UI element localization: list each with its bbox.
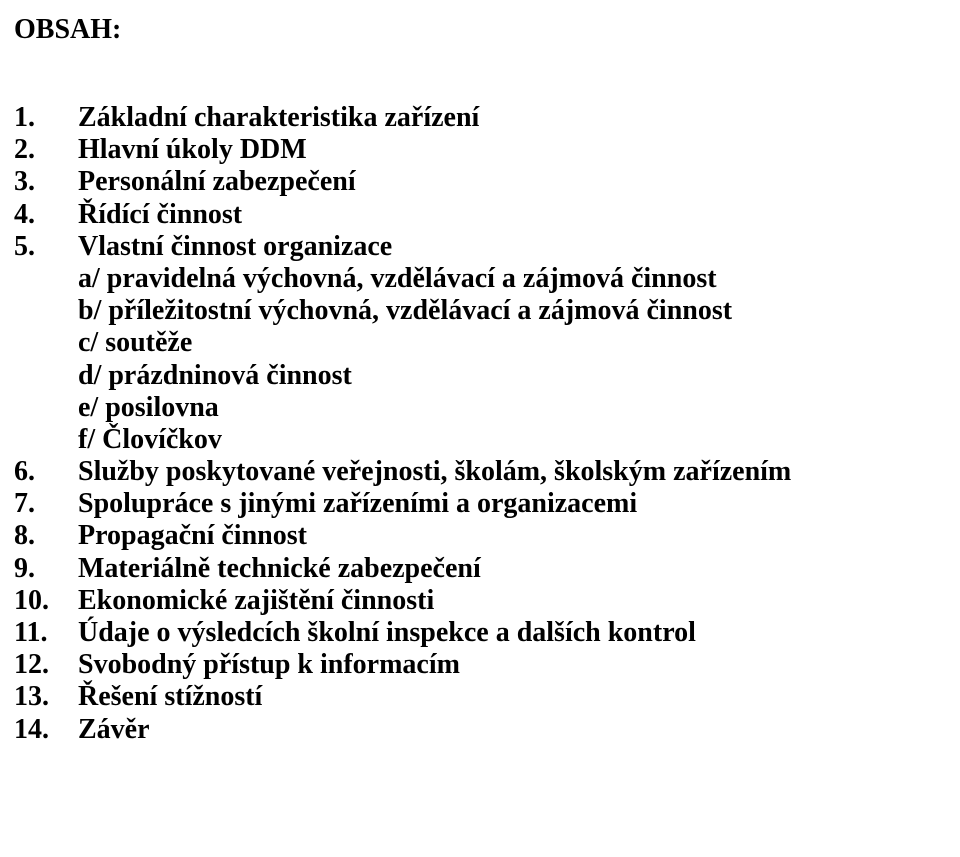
item-number: 4. [14,199,78,231]
item-number: 8. [14,520,78,552]
item-number: 5. [14,231,78,263]
item-number: 2. [14,134,78,166]
item-text: Řešení stížností [78,681,946,713]
item-number: 1. [14,102,78,134]
list-item: 10. Ekonomické zajištění činnosti [14,585,946,617]
page-title: OBSAH: [14,14,946,46]
item-text: Závěr [78,714,946,746]
sublist-item: e/ posilovna [78,392,946,424]
list-item: 13. Řešení stížností [14,681,946,713]
list-item: 9. Materiálně technické zabezpečení [14,553,946,585]
item-text: Služby poskytované veřejnosti, školám, š… [78,456,946,488]
item-text: Hlavní úkoly DDM [78,134,946,166]
document-page: OBSAH: 1. Základní charakteristika zaříz… [0,0,960,760]
contents-list: 1. Základní charakteristika zařízení 2. … [14,102,946,263]
item-number: 7. [14,488,78,520]
item-text: Ekonomické zajištění činnosti [78,585,946,617]
sublist-item: c/ soutěže [78,327,946,359]
list-item: 12. Svobodný přístup k informacím [14,649,946,681]
item-text: Základní charakteristika zařízení [78,102,946,134]
item-text: Řídící činnost [78,199,946,231]
item-text: Personální zabezpečení [78,166,946,198]
list-item: 5. Vlastní činnost organizace [14,231,946,263]
item-number: 3. [14,166,78,198]
item-text: Údaje o výsledcích školní inspekce a dal… [78,617,946,649]
item-number: 12. [14,649,78,681]
item-number: 9. [14,553,78,585]
list-item: 6. Služby poskytované veřejnosti, školám… [14,456,946,488]
item-text: Spolupráce s jinými zařízeními a organiz… [78,488,946,520]
item-text: Svobodný přístup k informacím [78,649,946,681]
sublist-item: f/ Človíčkov [78,424,946,456]
list-item: 8. Propagační činnost [14,520,946,552]
item-number: 6. [14,456,78,488]
list-item: 11. Údaje o výsledcích školní inspekce a… [14,617,946,649]
item-text: Materiálně technické zabezpečení [78,553,946,585]
list-item: 2. Hlavní úkoly DDM [14,134,946,166]
sublist-item: a/ pravidelná výchovná, vzdělávací a záj… [78,263,946,295]
list-item: 1. Základní charakteristika zařízení [14,102,946,134]
contents-sublist: a/ pravidelná výchovná, vzdělávací a záj… [78,263,946,456]
list-item: 4. Řídící činnost [14,199,946,231]
item-number: 11. [14,617,78,649]
list-item: 14. Závěr [14,714,946,746]
item-number: 10. [14,585,78,617]
list-item: 7. Spolupráce s jinými zařízeními a orga… [14,488,946,520]
sublist-item: b/ příležitostní výchovná, vzdělávací a … [78,295,946,327]
item-number: 13. [14,681,78,713]
item-text: Propagační činnost [78,520,946,552]
sublist-item: d/ prázdninová činnost [78,360,946,392]
list-item: 3. Personální zabezpečení [14,166,946,198]
item-number: 14. [14,714,78,746]
contents-list-continued: 6. Služby poskytované veřejnosti, školám… [14,456,946,746]
item-text: Vlastní činnost organizace [78,231,946,263]
